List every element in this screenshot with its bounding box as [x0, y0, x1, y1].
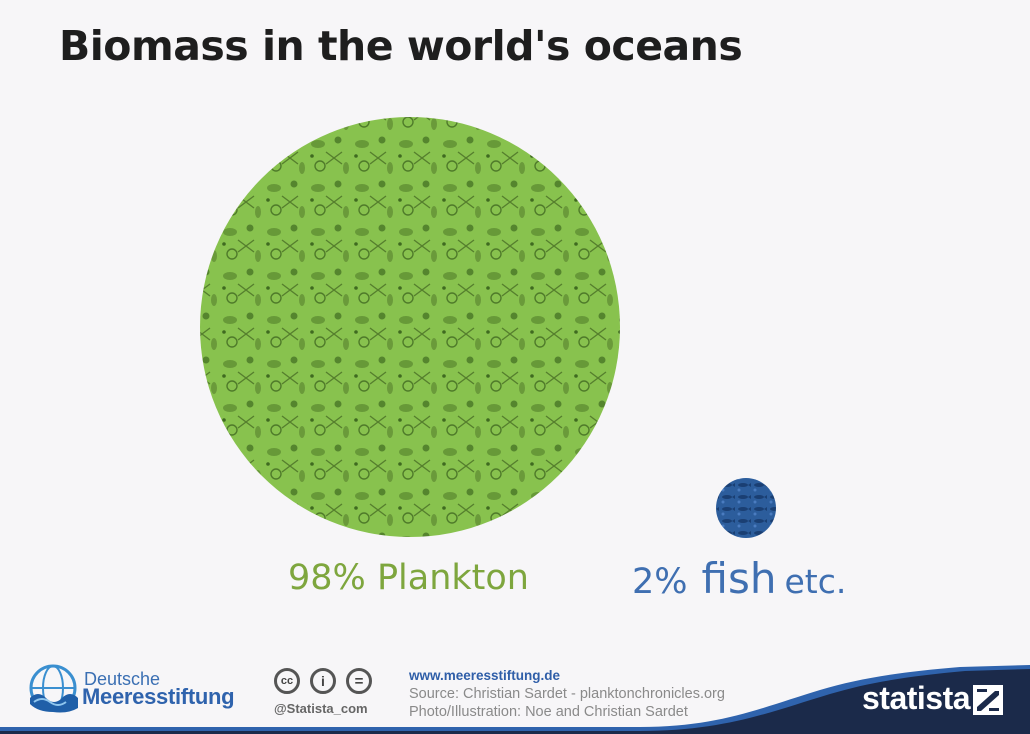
plankton-label: 98% Plankton: [288, 558, 529, 598]
cc-icon: cc: [274, 668, 300, 694]
source-text: Source: Christian Sardet - planktonchron…: [409, 686, 725, 702]
fish-circle: [716, 478, 776, 538]
plankton-percent: 98%: [288, 558, 366, 598]
plankton-circle: [200, 117, 620, 537]
fish-percent: 2%: [632, 562, 688, 602]
page-title: Biomass in the world's oceans: [59, 22, 743, 70]
statista-handle: @Statista_com: [274, 701, 368, 716]
nd-icon: =: [346, 668, 372, 694]
source-block: www.meeresstiftung.de Source: Christian …: [409, 667, 725, 721]
plankton-name: Plankton: [376, 558, 529, 598]
by-icon: i: [310, 668, 336, 694]
statista-logo-icon: [973, 685, 1003, 715]
fish-label: 2% fish etc.: [632, 554, 846, 603]
logo-text-line1: Deutsche: [84, 669, 161, 689]
fish-suffix: etc.: [784, 562, 847, 601]
fish-name: fish: [701, 554, 777, 603]
statista-brand[interactable]: statista: [862, 680, 971, 716]
globe-wave-icon: [29, 664, 78, 713]
source-url[interactable]: www.meeresstiftung.de: [409, 668, 561, 683]
photo-credit: Photo/Illustration: Noe and Christian Sa…: [409, 704, 688, 720]
logo-text-line2: Meeresstiftung: [82, 684, 235, 709]
license-icons[interactable]: cc i = @Statista_com: [272, 668, 382, 720]
meeresstiftung-logo[interactable]: Deutsche Meeresstiftung: [28, 664, 248, 720]
